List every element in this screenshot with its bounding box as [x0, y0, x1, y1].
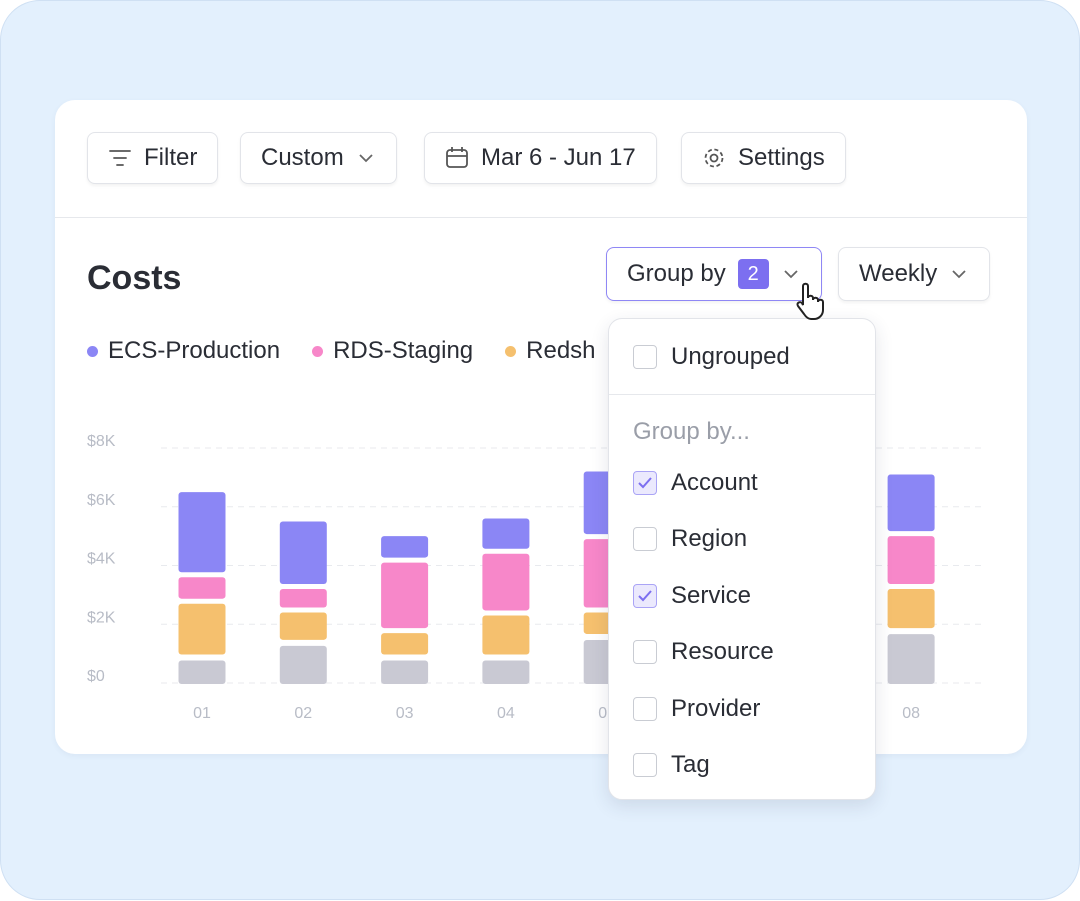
menu-option[interactable]: Service	[633, 576, 751, 616]
bar-segment	[482, 553, 530, 611]
legend-label: ECS-Production	[108, 337, 281, 364]
bar-segment	[178, 660, 226, 684]
legend-item: RDS-Staging	[312, 337, 473, 365]
checkbox	[633, 583, 657, 608]
bar-segment	[381, 536, 429, 558]
y-tick-label: $6K	[87, 492, 116, 509]
bar-segment	[381, 633, 429, 655]
chevron	[784, 270, 798, 279]
checkbox	[633, 696, 657, 721]
x-tick-label: 04	[497, 705, 515, 722]
calendar-icon	[446, 147, 468, 168]
bar-segment	[279, 645, 327, 684]
legend-label: RDS-Staging	[333, 337, 474, 364]
interval-button[interactable]: Weekly	[838, 247, 991, 301]
bar-segment	[279, 521, 327, 584]
button-label: Custom	[261, 144, 344, 171]
legend-item: ECS-Production	[87, 337, 280, 365]
y-tick-label: $4K	[87, 551, 116, 568]
y-tick-label: $8K	[87, 433, 116, 450]
bar-segment	[381, 660, 429, 684]
legend-label: Redsh	[526, 337, 596, 364]
option-label: Provider	[671, 694, 761, 722]
date-button[interactable]: Mar 6 - Jun 17	[424, 132, 657, 184]
bar-segment	[279, 589, 327, 608]
bar-segment	[887, 474, 935, 532]
bar-segment	[381, 562, 429, 629]
bar-segment	[887, 536, 935, 584]
checkmark	[638, 477, 652, 489]
menu-option[interactable]: Tag	[633, 745, 710, 785]
bar-segment	[178, 492, 226, 573]
chevron	[952, 270, 966, 279]
y-tick-label: $0	[87, 668, 105, 685]
option-label: Service	[671, 581, 752, 609]
legend-dot	[505, 345, 517, 357]
bar-segment	[178, 603, 226, 655]
bar-segment	[482, 615, 530, 655]
bar-segment	[482, 660, 530, 684]
gear-icon	[704, 148, 724, 168]
divider	[55, 217, 1027, 218]
button-label: Mar 6 - Jun 17	[481, 144, 636, 171]
x-tick-label: 03	[396, 705, 414, 722]
section-title: Costs	[87, 259, 182, 297]
count-badge: 2	[737, 259, 769, 289]
checkmark	[638, 590, 652, 602]
option-label: Resource	[671, 638, 774, 666]
settings-button[interactable]: Settings	[681, 132, 846, 184]
menu-option[interactable]: Provider	[633, 689, 760, 729]
option-label: Region	[671, 525, 748, 553]
menu-section-title: Group by...	[633, 418, 750, 445]
checkbox	[633, 527, 657, 552]
bar-segment	[178, 577, 226, 599]
y-tick-label: $2K	[87, 609, 116, 626]
chevron	[359, 154, 373, 163]
menu-option[interactable]: Region	[633, 519, 747, 559]
legend: ECS-Production RDS-Staging Redsh	[87, 337, 596, 365]
checkbox	[633, 471, 657, 495]
group-by-menu: Ungrouped Group by... Account Region Service…	[608, 318, 876, 800]
range-button[interactable]: Custom	[240, 132, 397, 184]
checkbox	[633, 753, 657, 777]
button-label: Settings	[738, 144, 825, 171]
legend-dot	[87, 345, 98, 357]
menu-option[interactable]: Resource	[633, 632, 774, 672]
bar-segment	[482, 518, 530, 549]
menu-option[interactable]: Account	[633, 463, 758, 503]
legend-dot	[312, 345, 324, 357]
button-label: Weekly	[859, 260, 938, 287]
option-label: Ungrouped	[671, 343, 790, 370]
filter-icon	[109, 150, 131, 166]
bar-segment	[887, 634, 935, 684]
cursor	[796, 282, 824, 320]
menu-option[interactable]: Ungrouped	[633, 337, 790, 377]
x-tick-label: 08	[902, 705, 920, 722]
option-label: Tag	[671, 751, 710, 778]
checkbox	[633, 640, 657, 665]
menu-divider	[609, 394, 875, 395]
x-tick-label: 01	[193, 705, 211, 722]
checkbox	[633, 345, 657, 369]
filter-button[interactable]: Filter	[87, 132, 219, 184]
bar-segment	[279, 612, 327, 640]
legend-item: Redsh	[505, 337, 596, 365]
x-tick-label: 02	[294, 705, 312, 722]
button-label: Group by	[627, 260, 726, 287]
group-by-button[interactable]: Group by 2	[606, 247, 822, 301]
option-label: Account	[671, 469, 758, 496]
button-label: Filter	[144, 144, 198, 171]
bar-segment	[887, 589, 935, 629]
